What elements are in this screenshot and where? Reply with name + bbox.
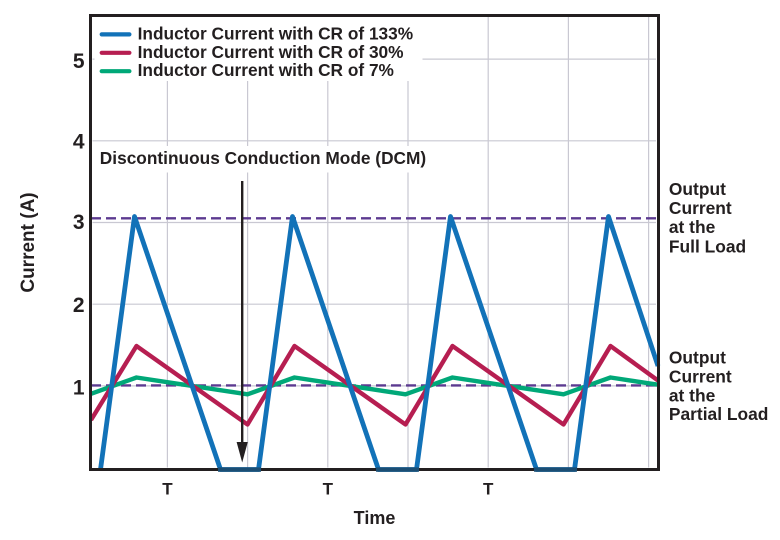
svg-text:2: 2	[73, 294, 85, 317]
svg-text:Inductor Current with CR of 13: Inductor Current with CR of 133%	[138, 23, 414, 43]
svg-text:5: 5	[73, 50, 85, 73]
svg-text:at the: at the	[669, 217, 716, 237]
svg-text:T: T	[162, 480, 173, 499]
svg-text:Full Load: Full Load	[669, 236, 746, 256]
svg-text:Inductor Current with CR of 30: Inductor Current with CR of 30%	[138, 42, 404, 62]
svg-text:3: 3	[73, 211, 85, 234]
svg-text:Output: Output	[669, 348, 726, 368]
svg-text:T: T	[323, 480, 334, 499]
svg-text:at the: at the	[669, 386, 716, 406]
svg-text:4: 4	[73, 131, 85, 154]
svg-text:Current: Current	[669, 367, 732, 387]
svg-text:Inductor Current with CR of 7%: Inductor Current with CR of 7%	[138, 60, 394, 80]
svg-text:Current (A): Current (A)	[18, 192, 39, 292]
svg-text:1: 1	[73, 376, 85, 399]
svg-text:Output: Output	[669, 179, 726, 199]
svg-text:Current: Current	[669, 198, 732, 218]
svg-text:Partial Load: Partial Load	[669, 404, 769, 424]
svg-text:T: T	[483, 480, 494, 499]
svg-text:Discontinuous Conduction Mode: Discontinuous Conduction Mode (DCM)	[100, 148, 426, 168]
svg-text:Time: Time	[354, 508, 396, 528]
